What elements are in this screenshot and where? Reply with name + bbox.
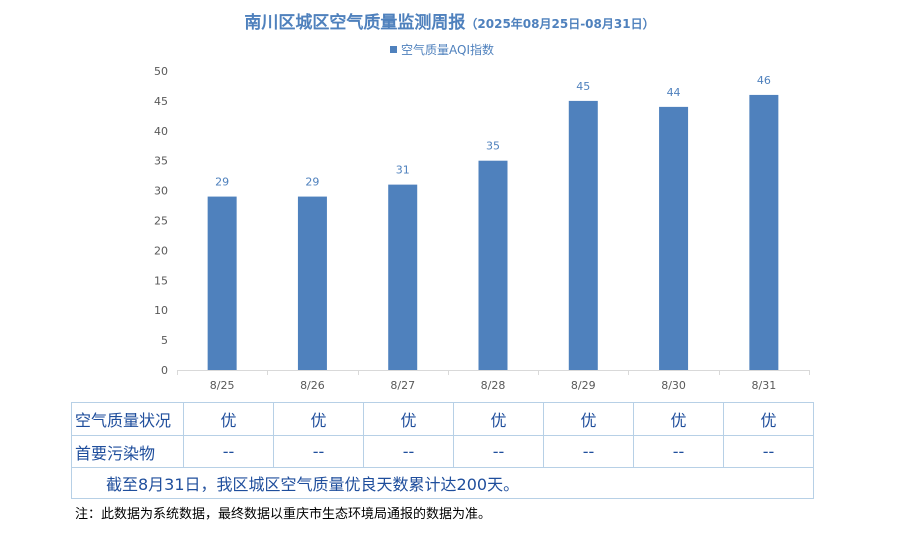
x-tick-label: 8/28 <box>481 379 506 392</box>
chart-legend: 空气质量AQI指数 <box>390 41 494 58</box>
chart-title-row: 南川区城区空气质量监测周报（2025年08月25日-08月31日） <box>0 8 899 33</box>
chart-subtitle: （2025年08月25日-08月31日） <box>465 17 655 31</box>
y-tick-label: 20 <box>154 244 168 257</box>
air-quality-table: 空气质量状况 优 优 优 优 优 优 优 首要污染物 -- -- -- -- -… <box>71 402 814 499</box>
chart-title: 南川区城区空气质量监测周报 <box>244 13 466 33</box>
status-cell: 优 <box>453 402 544 436</box>
data-label: 31 <box>396 164 410 177</box>
y-tick-label: 35 <box>154 155 168 168</box>
bar <box>478 160 508 370</box>
status-cell: 优 <box>633 402 724 436</box>
pollutant-cell: -- <box>543 435 634 468</box>
data-label: 46 <box>757 74 771 87</box>
x-tick-label: 8/26 <box>300 379 325 392</box>
status-cell: 优 <box>363 402 454 436</box>
y-tick-label: 25 <box>154 215 168 228</box>
pollutant-cell: -- <box>273 435 364 468</box>
y-tick-label: 50 <box>154 65 168 78</box>
data-label: 45 <box>576 80 590 93</box>
y-tick-label: 5 <box>161 334 168 347</box>
status-cell: 优 <box>543 402 634 436</box>
legend-swatch <box>390 46 397 53</box>
data-label: 29 <box>215 176 229 189</box>
row-label-pollutant: 首要污染物 <box>71 435 184 468</box>
data-label: 44 <box>667 86 681 99</box>
bar-chart: 0 5 10 15 20 25 30 35 40 45 50 29 8/25 29 8/26 31 8/27 35… <box>154 65 810 392</box>
status-cell: 优 <box>723 402 814 436</box>
x-tick-label: 8/31 <box>752 379 777 392</box>
bar <box>659 106 689 370</box>
x-tick-label: 8/30 <box>661 379 686 392</box>
x-tick-label: 8/27 <box>390 379 415 392</box>
pollutant-cell: -- <box>633 435 724 468</box>
summary-text: 截至8月31日，我区城区空气质量优良天数累计达200天。 <box>71 467 814 499</box>
y-tick-label: 0 <box>161 364 168 377</box>
bar <box>297 196 327 370</box>
y-tick-label: 10 <box>154 304 168 317</box>
y-tick-label: 45 <box>154 95 168 108</box>
pollutant-cell: -- <box>723 435 814 468</box>
pollutant-cell: -- <box>183 435 274 468</box>
pollutant-cell: -- <box>453 435 544 468</box>
legend-label: 空气质量AQI指数 <box>401 43 494 57</box>
y-tick-label: 15 <box>154 274 168 287</box>
y-tick-label: 40 <box>154 125 168 138</box>
x-tick-label: 8/25 <box>210 379 235 392</box>
bar <box>749 94 779 371</box>
x-tick-label: 8/29 <box>571 379 596 392</box>
table-row-summary: 截至8月31日，我区城区空气质量优良天数累计达200天。 <box>71 467 814 499</box>
table-row-status: 空气质量状况 优 优 优 优 优 优 优 <box>71 402 814 436</box>
pollutant-cell: -- <box>363 435 454 468</box>
table-row-pollutant: 首要污染物 -- -- -- -- -- -- -- <box>71 435 814 468</box>
bar <box>568 100 598 371</box>
data-label: 29 <box>305 176 319 189</box>
bar <box>388 184 418 370</box>
bar <box>207 196 237 370</box>
data-label: 35 <box>486 140 500 153</box>
footnote: 注：此数据为系统数据，最终数据以重庆市生态环境局通报的数据为准。 <box>75 507 492 522</box>
row-label-status: 空气质量状况 <box>71 402 184 436</box>
y-tick-label: 30 <box>154 185 168 198</box>
status-cell: 优 <box>183 402 274 436</box>
status-cell: 优 <box>273 402 364 436</box>
